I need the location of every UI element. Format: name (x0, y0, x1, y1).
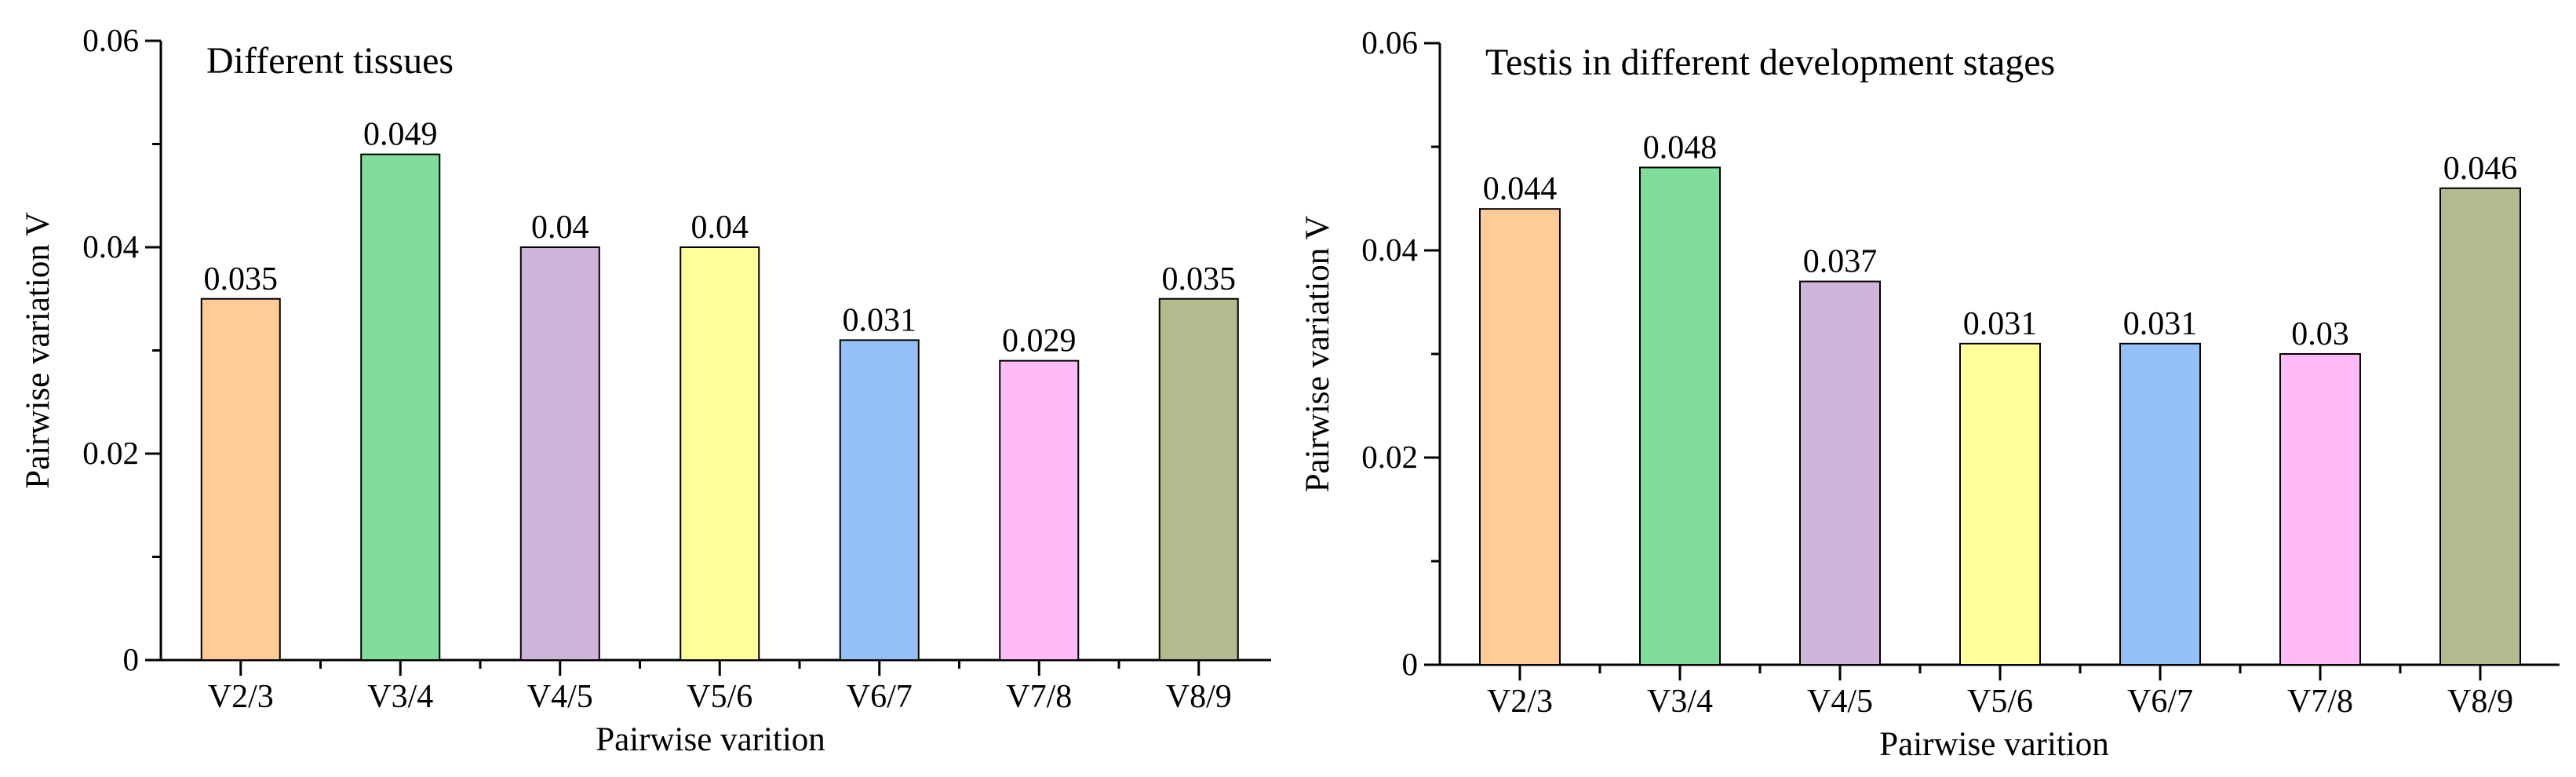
data-label: 0.029 (1002, 323, 1077, 359)
x-tick-label: V8/9 (2447, 684, 2513, 720)
x-tick-label: V6/7 (847, 679, 913, 715)
y-tick-label: 0.06 (1361, 24, 1418, 60)
bar-v5-6 (1959, 342, 2041, 666)
y-tick-label: 0.04 (1361, 232, 1418, 268)
bar-v5-6 (680, 246, 760, 661)
y-tick-label: 0 (1402, 646, 1419, 682)
x-tick-label: V7/8 (2287, 684, 2353, 720)
bar-v8-9 (1158, 297, 1239, 661)
bar-v3-4 (360, 153, 441, 661)
bar-v2-3 (200, 297, 281, 661)
chart-panel-testis-development: 0 0.02 0.04 0.06 0.044 V2/3 0.048 V3/4 0.037 V4/5… (1299, 24, 2560, 763)
x-axis-label: Pairwise varition (1879, 726, 2109, 763)
data-label: 0.035 (1162, 261, 1237, 297)
x-tick-label: V6/7 (2127, 684, 2193, 720)
x-tick-label: V2/3 (1487, 684, 1553, 720)
x-tick-label: V2/3 (208, 679, 274, 715)
x-tick-label: V4/5 (527, 679, 593, 715)
y-axis-label: Pairwise variation V (20, 212, 56, 489)
x-tick-label: V5/6 (687, 679, 752, 715)
bar-v4-5 (519, 246, 600, 661)
chart-title: Testis in different development stages (1485, 42, 2055, 83)
bar-v3-4 (1639, 166, 1721, 666)
y-tick-label: 0 (123, 641, 140, 677)
data-label: 0.031 (843, 302, 917, 338)
data-label: 0.031 (2123, 306, 2198, 342)
chart-panel-different-tissues: 0 0.02 0.04 0.06 0.035 V2/3 0.049 V3/4 0.04 V4/5 0… (20, 22, 1271, 758)
x-tick-label: V4/5 (1807, 684, 1873, 720)
data-label: 0.035 (204, 261, 279, 297)
bar-v7-8 (999, 359, 1080, 661)
bar-v6-7 (2119, 342, 2201, 666)
bar-v4-5 (1799, 280, 1881, 666)
bar-v7-8 (2279, 353, 2361, 666)
bar-v6-7 (839, 339, 920, 661)
data-label: 0.031 (1963, 306, 2038, 342)
data-label: 0.049 (363, 117, 438, 153)
y-axis-label: Pairwise variation V (1299, 216, 1336, 493)
x-tick-label: V3/4 (367, 679, 433, 715)
data-label: 0.048 (1643, 130, 1718, 166)
x-tick-label: V5/6 (1967, 684, 2033, 720)
y-tick-label: 0.02 (1361, 439, 1418, 475)
data-label: 0.046 (2443, 151, 2518, 187)
x-axis-label: Pairwise varition (596, 721, 825, 758)
x-tick-label: V3/4 (1647, 684, 1713, 720)
data-label: 0.044 (1483, 171, 1558, 207)
x-tick-label: V8/9 (1166, 679, 1232, 715)
chart-title: Different tissues (206, 40, 454, 82)
bar-v2-3 (1479, 208, 1561, 666)
data-label: 0.03 (2291, 316, 2349, 352)
data-label: 0.04 (691, 210, 749, 246)
x-tick-label: V7/8 (1006, 679, 1072, 715)
y-tick-label: 0.04 (82, 228, 139, 264)
data-label: 0.037 (1803, 244, 1878, 280)
y-tick-label: 0.06 (82, 22, 139, 58)
y-tick-label: 0.02 (82, 435, 139, 471)
bar-v8-9 (2439, 187, 2521, 666)
data-label: 0.04 (531, 210, 589, 246)
